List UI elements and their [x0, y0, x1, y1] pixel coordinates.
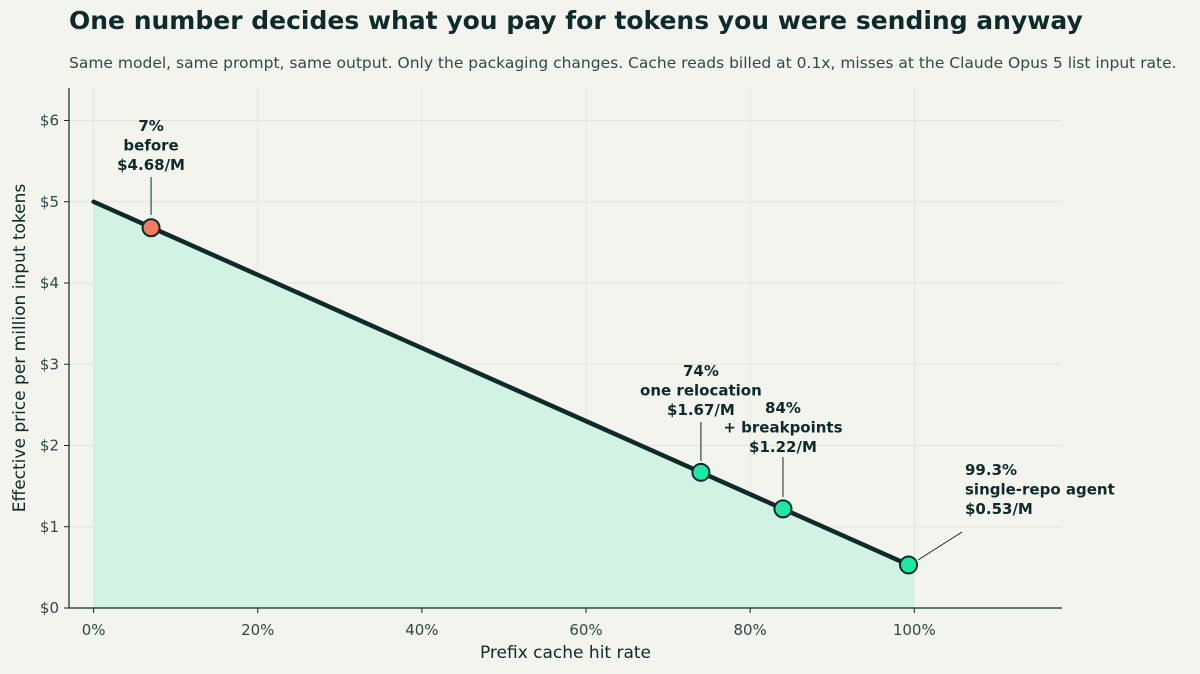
y-tick-label: $1	[40, 518, 59, 536]
annotation-label: 84%	[765, 399, 801, 417]
y-tick-label: $0	[40, 599, 59, 617]
annotation-label: single-repo agent	[965, 481, 1115, 499]
chart-subtitle: Same model, same prompt, same output. On…	[69, 54, 1177, 72]
annotation-label: 74%	[683, 362, 719, 380]
x-tick-label: 80%	[733, 621, 766, 639]
y-tick-label: $6	[40, 112, 59, 130]
x-tick-label: 100%	[893, 621, 936, 639]
price-area-fill	[93, 201, 915, 608]
axes: 0% 20% 40% 60% 80% 100% $0 $1 $2 $3 $4 $5 $6	[40, 88, 1062, 639]
x-axis-label: Prefix cache hit rate	[480, 643, 651, 663]
y-tick-label: $2	[40, 437, 59, 455]
annotation-connector	[917, 531, 963, 561]
annotation-label: $1.67/M	[667, 401, 735, 419]
annotation-label: $4.68/M	[117, 156, 185, 174]
x-tick-label: 40%	[405, 621, 438, 639]
y-tick-label: $4	[40, 274, 59, 292]
chart-title: One number decides what you pay for toke…	[69, 6, 1083, 35]
annotation-label: + breakpoints	[723, 419, 842, 437]
annotation-label: $0.53/M	[965, 500, 1033, 518]
annotation-label: one relocation	[640, 382, 762, 400]
after-point	[773, 499, 793, 519]
annotation-label: 99.3%	[965, 461, 1017, 479]
annotations: 7% before$4.68/M 74% one relocation$1.67/M 8…	[117, 117, 1115, 561]
annotation-label: before	[123, 137, 178, 155]
annotation-label: 7%	[138, 117, 163, 135]
after-point	[899, 555, 919, 575]
y-tick-label: $5	[40, 193, 59, 211]
y-tick-label: $3	[40, 355, 59, 373]
after-point	[691, 462, 711, 482]
x-tick-label: 20%	[241, 621, 274, 639]
x-tick-label: 0%	[82, 621, 106, 639]
before-point	[141, 218, 161, 238]
y-axis-label: Effective price per million input tokens	[10, 184, 30, 513]
annotation-label: $1.22/M	[749, 438, 817, 456]
x-tick-label: 60%	[569, 621, 602, 639]
data-points	[141, 218, 919, 575]
